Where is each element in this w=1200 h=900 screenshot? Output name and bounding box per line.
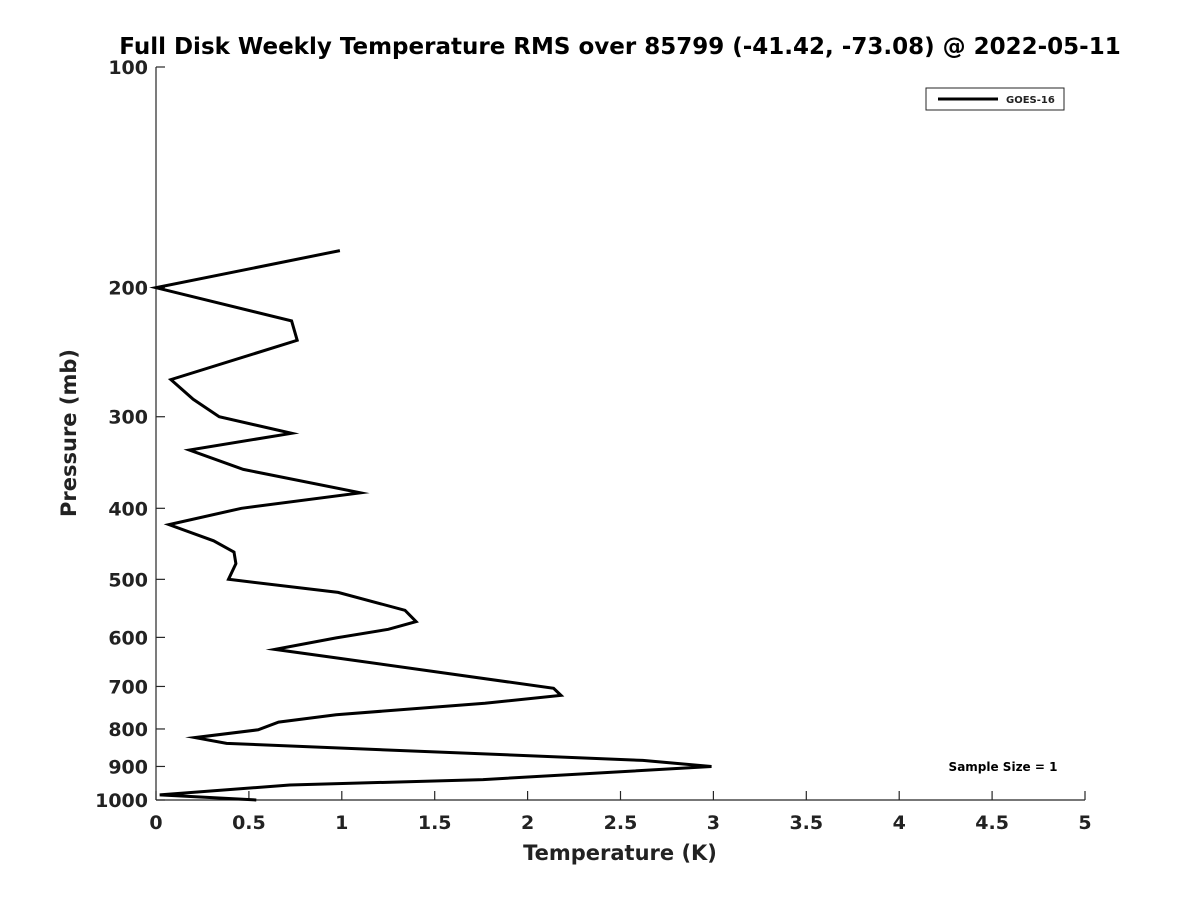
x-tick-label: 2.5 bbox=[604, 812, 638, 834]
x-ticks: 0 0.5 1 1.5 2 2.5 3 3.5 4 4.5 5 bbox=[149, 791, 1092, 834]
x-tick-label: 1 bbox=[335, 812, 348, 834]
sample-size-annotation: Sample Size = 1 bbox=[949, 760, 1058, 774]
y-axis-label: Pressure (mb) bbox=[57, 349, 81, 517]
legend-label: GOES-16 bbox=[1006, 95, 1055, 106]
y-tick-label: 300 bbox=[108, 407, 148, 429]
y-tick-label: 900 bbox=[108, 756, 148, 778]
y-tick-label: 400 bbox=[108, 498, 148, 520]
legend: GOES-16 bbox=[925, 87, 1065, 111]
x-tick-label: 3.5 bbox=[789, 812, 823, 834]
y-tick-label: 600 bbox=[108, 627, 148, 649]
x-tick-label: 0 bbox=[149, 812, 162, 834]
y-tick-label: 700 bbox=[108, 676, 148, 698]
y-tick-label: 100 bbox=[108, 57, 148, 79]
x-tick-label: 0.5 bbox=[232, 812, 266, 834]
x-tick-label: 5 bbox=[1078, 812, 1091, 834]
x-axis-label: Temperature (K) bbox=[523, 841, 717, 865]
y-tick-label: 800 bbox=[108, 719, 148, 741]
x-tick-label: 3 bbox=[707, 812, 720, 834]
series-line-goes-16 bbox=[149, 249, 712, 802]
chart-title: Full Disk Weekly Temperature RMS over 85… bbox=[119, 34, 1121, 60]
y-tick-label: 1000 bbox=[95, 790, 148, 812]
x-tick-label: 1.5 bbox=[418, 812, 452, 834]
x-tick-label: 2 bbox=[521, 812, 534, 834]
y-tick-label: 200 bbox=[108, 278, 148, 300]
series-layer bbox=[149, 249, 712, 802]
y-tick-label: 500 bbox=[108, 569, 148, 591]
x-tick-label: 4.5 bbox=[975, 812, 1009, 834]
y-ticks: 100 200 300 400 500 600 700 800 900 1000 bbox=[95, 57, 165, 812]
x-tick-label: 4 bbox=[893, 812, 906, 834]
